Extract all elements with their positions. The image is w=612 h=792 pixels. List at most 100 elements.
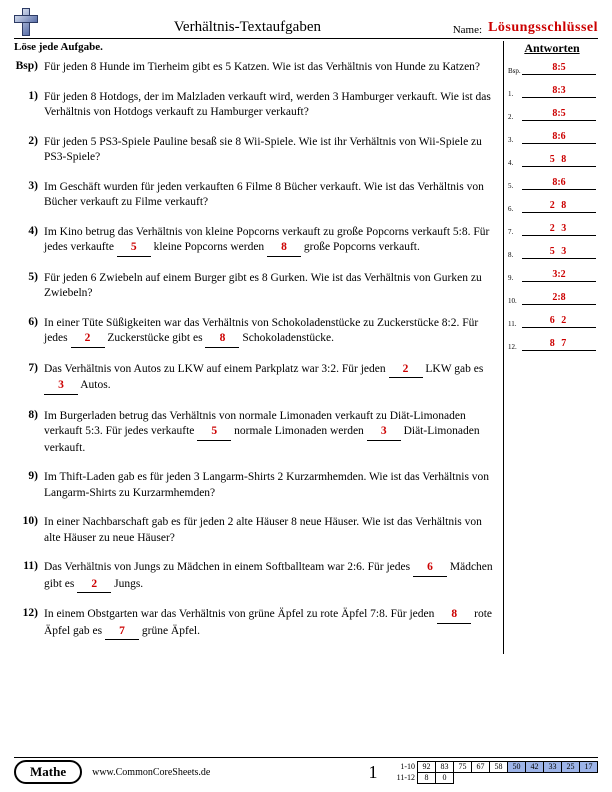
problem-row: 1)Für jeden 8 Hotdogs, der im Malzladen …	[14, 90, 497, 121]
problem-number: 2)	[14, 135, 44, 166]
problem-row: 5)Für jeden 6 Zwiebeln auf einem Burger …	[14, 271, 497, 302]
answer-value: 2 8	[522, 200, 596, 213]
logo-cross-icon	[14, 8, 36, 36]
answer-value: 8 7	[522, 338, 596, 351]
score-row-label: 1-10	[392, 761, 418, 772]
page-number: 1	[369, 762, 378, 783]
score-cell: 83	[436, 761, 454, 772]
worksheet-title: Verhältnis-Textaufgaben	[42, 19, 453, 36]
answer-value: 8:5	[522, 62, 596, 75]
answer-line: 7.2 3	[508, 223, 596, 236]
answer-index: 9.	[508, 274, 522, 282]
problem-text: In einem Obstgarten war das Verhältnis v…	[44, 607, 497, 640]
answer-line: 5.8:6	[508, 177, 596, 190]
problem-number: 3)	[14, 180, 44, 211]
problem-text: Im Burgerladen betrug das Verhältnis von…	[44, 409, 497, 457]
worksheet-page: Verhältnis-Textaufgaben Name: Lösungssch…	[0, 0, 612, 792]
score-cell: 75	[454, 761, 472, 772]
answer-value: 8:3	[522, 85, 596, 98]
problem-text: Im Thift-Laden gab es für jeden 3 Langar…	[44, 470, 497, 501]
answer-index: 7.	[508, 228, 522, 236]
problem-number: 11)	[14, 560, 44, 593]
score-grid: 1-109283756758504233251711-1280	[392, 761, 599, 784]
answer-line: 6.2 8	[508, 200, 596, 213]
fill-blank: 8	[437, 607, 471, 624]
problem-row: 11)Das Verhältnis von Jungs zu Mädchen i…	[14, 560, 497, 593]
answer-index: 11.	[508, 320, 522, 328]
answer-value: 8:6	[522, 131, 596, 144]
answer-value: 6 2	[522, 315, 596, 328]
answer-value: 8:5	[522, 108, 596, 121]
problem-text: Im Geschäft wurden für jeden verkauften …	[44, 180, 497, 211]
score-cell: 25	[562, 761, 580, 772]
fill-blank: 2	[71, 331, 105, 348]
answer-value: 5 8	[522, 154, 596, 167]
problem-text: Das Verhältnis von Jungs zu Mädchen in e…	[44, 560, 497, 593]
problem-number: 5)	[14, 271, 44, 302]
answer-line: 12.8 7	[508, 338, 596, 351]
problem-text: Im Kino betrug das Verhältnis von kleine…	[44, 225, 497, 257]
score-cell: 58	[490, 761, 508, 772]
problem-row: 12)In einem Obstgarten war das Verhältni…	[14, 607, 497, 640]
problem-number: 8)	[14, 409, 44, 457]
answers-heading: Antworten	[503, 41, 598, 56]
problem-text: Für jeden 8 Hotdogs, der im Malzladen ve…	[44, 90, 497, 121]
problem-text: Das Verhältnis von Autos zu LKW auf eine…	[44, 362, 497, 395]
problem-row: 3)Im Geschäft wurden für jeden verkaufte…	[14, 180, 497, 211]
answer-value: 5 3	[522, 246, 596, 259]
problem-number: 9)	[14, 470, 44, 501]
problems-column: Bsp)Für jeden 8 Hunde im Tierheim gibt e…	[14, 56, 503, 654]
footer: Mathe www.CommonCoreSheets.de 1 1-109283…	[14, 757, 598, 784]
answer-value: 2 3	[522, 223, 596, 236]
problem-row: 6)In einer Tüte Süßigkeiten war das Verh…	[14, 316, 497, 348]
problem-row: 9)Im Thift-Laden gab es für jeden 3 Lang…	[14, 470, 497, 501]
answer-index: 1.	[508, 90, 522, 98]
answer-index: 2.	[508, 113, 522, 121]
problem-number: 10)	[14, 515, 44, 546]
fill-blank: 2	[77, 577, 111, 594]
score-cell: 50	[508, 761, 526, 772]
subheader: Löse jede Aufgabe. Antworten	[14, 41, 598, 56]
body: Bsp)Für jeden 8 Hunde im Tierheim gibt e…	[14, 56, 598, 654]
answer-index: 4.	[508, 159, 522, 167]
problem-row: 7)Das Verhältnis von Autos zu LKW auf ei…	[14, 362, 497, 395]
answer-index: 6.	[508, 205, 522, 213]
problem-text: Für jeden 5 PS3-Spiele Pauline besaß sie…	[44, 135, 497, 166]
answer-line: 11.6 2	[508, 315, 596, 328]
fill-blank: 7	[105, 624, 139, 641]
score-cell: 17	[580, 761, 598, 772]
fill-blank: 3	[44, 378, 78, 395]
answer-key-label: Lösungsschlüssel	[488, 20, 598, 36]
problem-text: Für jeden 8 Hunde im Tierheim gibt es 5 …	[44, 60, 497, 76]
answer-index: 5.	[508, 182, 522, 190]
problem-row: 10)In einer Nachbarschaft gab es für jed…	[14, 515, 497, 546]
problem-number: Bsp)	[14, 60, 44, 76]
answer-line: 2.8:5	[508, 108, 596, 121]
problem-row: 8)Im Burgerladen betrug das Verhältnis v…	[14, 409, 497, 457]
instructions: Löse jede Aufgabe.	[14, 41, 503, 56]
fill-blank: 6	[413, 560, 447, 577]
score-cell: 8	[418, 772, 436, 783]
fill-blank: 8	[267, 240, 301, 257]
fill-blank: 2	[389, 362, 423, 379]
problem-text: In einer Nachbarschaft gab es für jeden …	[44, 515, 497, 546]
answer-index: 12.	[508, 343, 522, 351]
answer-index: Bsp.	[508, 67, 522, 75]
problem-number: 4)	[14, 225, 44, 257]
answer-line: 8.5 3	[508, 246, 596, 259]
name-label: Name:	[453, 24, 482, 36]
score-cell: 42	[526, 761, 544, 772]
header: Verhältnis-Textaufgaben Name: Lösungssch…	[14, 8, 598, 39]
fill-blank: 5	[117, 240, 151, 257]
answer-value: 3:2	[522, 269, 596, 282]
subject-badge: Mathe	[14, 760, 82, 784]
score-cell: 33	[544, 761, 562, 772]
answer-line: 4.5 8	[508, 154, 596, 167]
problem-number: 6)	[14, 316, 44, 348]
answers-column: Bsp.8:51.8:32.8:53.8:64.5 85.8:66.2 87.2…	[503, 56, 598, 654]
source-url: www.CommonCoreSheets.de	[92, 767, 354, 778]
score-cell: 92	[418, 761, 436, 772]
problem-row: 4)Im Kino betrug das Verhältnis von klei…	[14, 225, 497, 257]
answer-line: 10.2:8	[508, 292, 596, 305]
fill-blank: 3	[367, 424, 401, 441]
